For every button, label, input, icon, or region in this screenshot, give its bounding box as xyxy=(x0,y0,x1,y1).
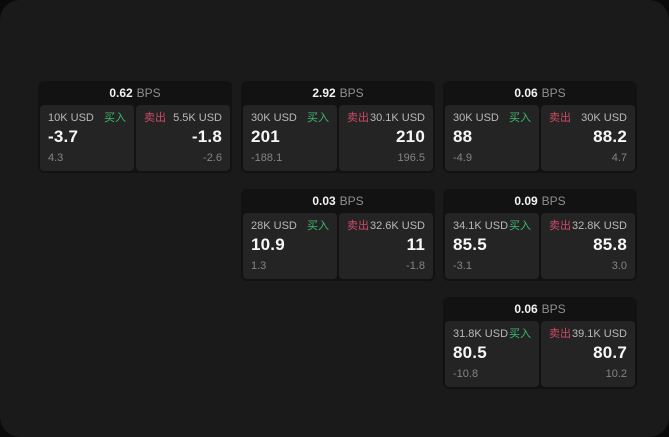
sell-amount: 30.1K USD xyxy=(369,112,425,124)
quote-card-3: 0.06 BPS 30K USD 买入 88 -4.9 卖出 30K USD 8… xyxy=(443,81,637,173)
sell-amount: 39.1K USD xyxy=(571,328,627,340)
quote-panels: 34.1K USD 买入 85.5 -3.1 卖出 32.8K USD 85.8… xyxy=(445,213,635,279)
buy-secondary-value: -3.1 xyxy=(453,260,472,272)
buy-price: -3.7 xyxy=(48,127,79,146)
bps-header: 0.09 BPS xyxy=(443,189,637,213)
buy-price: 201 xyxy=(251,127,280,146)
sell-price: 210 xyxy=(396,127,425,146)
buy-side-label: 买入 xyxy=(104,112,126,124)
sell-secondary-value: -1.8 xyxy=(406,260,425,272)
buy-side-label: 买入 xyxy=(307,112,329,124)
bps-value: 0.06 xyxy=(514,86,538,100)
quote-card-1: 0.62 BPS 10K USD 买入 -3.7 4.3 卖出 5.5K USD… xyxy=(38,81,232,173)
buy-side-label: 买入 xyxy=(509,328,531,340)
buy-secondary-value: -4.9 xyxy=(453,152,472,164)
quote-panels: 28K USD 买入 10.9 1.3 卖出 32.6K USD 11 -1.8 xyxy=(243,213,433,279)
sell-quote-tile[interactable]: 卖出 32.8K USD 85.8 3.0 xyxy=(541,213,635,279)
bps-header: 0.06 BPS xyxy=(443,297,637,321)
buy-price: 85.5 xyxy=(453,235,487,254)
sell-side-label: 卖出 xyxy=(144,112,166,124)
sell-amount: 30K USD xyxy=(581,112,627,124)
quote-panels: 31.8K USD 买入 80.5 -10.8 卖出 39.1K USD 80.… xyxy=(445,321,635,387)
buy-side-label: 买入 xyxy=(307,220,329,232)
sell-secondary-value: 10.2 xyxy=(605,368,627,380)
buy-secondary-value: 1.3 xyxy=(251,260,267,272)
sell-secondary-value: 3.0 xyxy=(611,260,627,272)
sell-quote-tile[interactable]: 卖出 5.5K USD -1.8 -2.6 xyxy=(136,105,230,171)
sell-price: -1.8 xyxy=(191,127,222,146)
sell-secondary-value: 196.5 xyxy=(397,152,425,164)
sell-side-label: 卖出 xyxy=(347,220,369,232)
bps-unit: BPS xyxy=(541,86,566,100)
quote-card-5: 0.09 BPS 34.1K USD 买入 85.5 -3.1 卖出 32.8K… xyxy=(443,189,637,281)
quote-panels: 30K USD 买入 88 -4.9 卖出 30K USD 88.2 4.7 xyxy=(445,105,635,171)
quote-card-4: 0.03 BPS 28K USD 买入 10.9 1.3 卖出 32.6K US… xyxy=(241,189,435,281)
buy-quote-tile[interactable]: 30K USD 买入 201 -188.1 xyxy=(243,105,337,171)
sell-price: 85.8 xyxy=(593,235,627,254)
bps-value: 2.92 xyxy=(312,86,336,100)
buy-side-label: 买入 xyxy=(509,220,531,232)
bps-unit: BPS xyxy=(136,86,161,100)
sell-quote-tile[interactable]: 卖出 39.1K USD 80.7 10.2 xyxy=(541,321,635,387)
buy-price: 80.5 xyxy=(453,343,487,362)
buy-amount: 30K USD xyxy=(251,112,297,124)
buy-quote-tile[interactable]: 34.1K USD 买入 85.5 -3.1 xyxy=(445,213,539,279)
bps-value: 0.09 xyxy=(514,194,538,208)
bps-header: 0.03 BPS xyxy=(241,189,435,213)
bps-value: 0.62 xyxy=(109,86,133,100)
buy-quote-tile[interactable]: 28K USD 买入 10.9 1.3 xyxy=(243,213,337,279)
bps-unit: BPS xyxy=(541,302,566,316)
sell-side-label: 卖出 xyxy=(549,220,571,232)
sell-quote-tile[interactable]: 卖出 30K USD 88.2 4.7 xyxy=(541,105,635,171)
sell-quote-tile[interactable]: 卖出 30.1K USD 210 196.5 xyxy=(339,105,433,171)
bps-value: 0.03 xyxy=(312,194,336,208)
buy-quote-tile[interactable]: 30K USD 买入 88 -4.9 xyxy=(445,105,539,171)
buy-secondary-value: 4.3 xyxy=(48,152,64,164)
bps-header: 2.92 BPS xyxy=(241,81,435,105)
bps-unit: BPS xyxy=(339,194,364,208)
sell-amount: 5.5K USD xyxy=(173,112,222,124)
buy-amount: 31.8K USD xyxy=(453,328,509,340)
buy-amount: 28K USD xyxy=(251,220,297,232)
sell-amount: 32.8K USD xyxy=(571,220,627,232)
sell-quote-tile[interactable]: 卖出 32.6K USD 11 -1.8 xyxy=(339,213,433,279)
sell-side-label: 卖出 xyxy=(549,328,571,340)
buy-quote-tile[interactable]: 31.8K USD 买入 80.5 -10.8 xyxy=(445,321,539,387)
buy-secondary-value: -188.1 xyxy=(251,152,283,164)
sell-price: 88.2 xyxy=(593,127,627,146)
sell-secondary-value: 4.7 xyxy=(611,152,627,164)
buy-price: 88 xyxy=(453,127,473,146)
buy-amount: 30K USD xyxy=(453,112,499,124)
buy-side-label: 买入 xyxy=(509,112,531,124)
buy-amount: 10K USD xyxy=(48,112,94,124)
sell-amount: 32.6K USD xyxy=(369,220,425,232)
buy-price: 10.9 xyxy=(251,235,285,254)
buy-amount: 34.1K USD xyxy=(453,220,509,232)
sell-secondary-value: -2.6 xyxy=(203,152,222,164)
bps-value: 0.06 xyxy=(514,302,538,316)
bps-header: 0.06 BPS xyxy=(443,81,637,105)
sell-side-label: 卖出 xyxy=(549,112,571,124)
buy-quote-tile[interactable]: 10K USD 买入 -3.7 4.3 xyxy=(40,105,134,171)
quote-card-2: 2.92 BPS 30K USD 买入 201 -188.1 卖出 30.1K … xyxy=(241,81,435,173)
sell-side-label: 卖出 xyxy=(347,112,369,124)
quote-panels: 10K USD 买入 -3.7 4.3 卖出 5.5K USD -1.8 -2.… xyxy=(40,105,230,171)
sell-price: 80.7 xyxy=(593,343,627,362)
bps-unit: BPS xyxy=(541,194,566,208)
buy-secondary-value: -10.8 xyxy=(453,368,479,380)
sell-price: 11 xyxy=(406,235,425,254)
quote-panels: 30K USD 买入 201 -188.1 卖出 30.1K USD 210 1… xyxy=(243,105,433,171)
bps-header: 0.62 BPS xyxy=(38,81,232,105)
quote-card-6: 0.06 BPS 31.8K USD 买入 80.5 -10.8 卖出 39.1… xyxy=(443,297,637,389)
bps-unit: BPS xyxy=(339,86,364,100)
